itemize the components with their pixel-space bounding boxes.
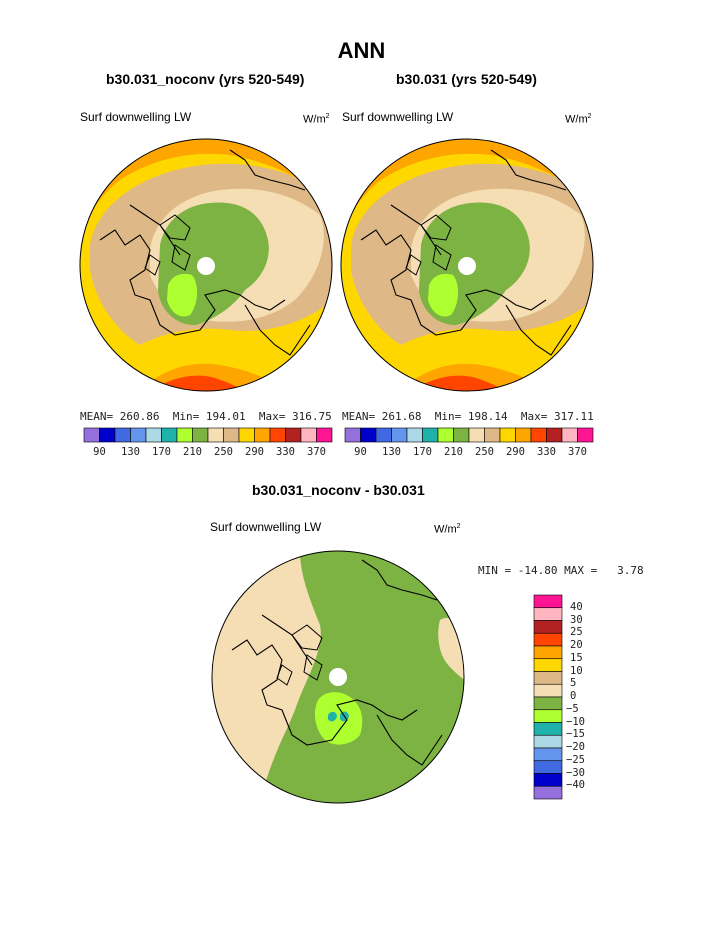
panel1-field-lightgreen <box>167 273 198 317</box>
colorbar-tick-label: 290 <box>506 446 525 458</box>
colorbar-tick-label: −20 <box>566 741 585 753</box>
colorbar-cell <box>533 773 563 787</box>
panel2-stats: MEAN= 261.68 Min= 198.14 Max= 317.11 <box>342 410 594 423</box>
colorbar-cell <box>533 722 563 736</box>
panel2-colorbar <box>344 427 594 443</box>
colorbar-cell <box>533 709 563 723</box>
panel2-colorbar-ticks: 90 130 170 210 250 290 330 370 <box>345 444 593 458</box>
panel1-stats: MEAN= 260.86 Min= 194.01 Max= 316.75 <box>80 410 332 423</box>
colorbar-cell <box>533 658 563 672</box>
colorbar-tick-label: 10 <box>570 664 583 677</box>
panel3-subtitle: b30.031_noconv - b30.031 <box>252 482 425 498</box>
colorbar-tick-label: 130 <box>121 446 140 458</box>
panel1-colorbar <box>83 427 333 443</box>
panel3-stats: MIN = -14.80 MAX = 3.78 <box>478 564 644 577</box>
panel3-colorbar <box>533 594 563 800</box>
colorbar-cell <box>533 632 563 647</box>
colorbar-cell <box>316 427 333 443</box>
panel3-coast-1 <box>231 559 443 766</box>
panel3-field-wheat-west <box>212 551 321 803</box>
page-title: ANN <box>337 38 386 63</box>
colorbar-tick-label: 370 <box>307 446 326 458</box>
colorbar-cell <box>533 760 563 774</box>
colorbar-tick-label: 20 <box>570 639 583 651</box>
panel3-units: W/m2 <box>434 523 461 536</box>
panel3-coast-2 <box>276 624 323 686</box>
panel1-units: W/m2 <box>303 113 330 126</box>
panel1-field-orange-top <box>80 139 332 230</box>
panel2-field-orange-top <box>341 139 593 230</box>
colorbar-tick-label: 250 <box>475 446 494 458</box>
panel1-colorbar-ticks: 90 130 170 210 250 290 330 370 <box>84 444 332 458</box>
panel3-field-lightgreen <box>314 692 363 745</box>
panel1-coast-1 <box>99 149 311 356</box>
colorbar-tick-label: 130 <box>382 446 401 458</box>
colorbar-tick-label: 0 <box>570 690 577 702</box>
panel2-label: Surf downwelling LW <box>342 110 454 124</box>
panel2-units: W/m2 <box>565 113 592 126</box>
colorbar-cell <box>577 427 594 443</box>
panel2-pole-hole <box>458 257 476 275</box>
colorbar-cell <box>533 785 563 800</box>
colorbar-tick-label: 30 <box>570 613 583 626</box>
colorbar-tick-label: 90 <box>354 446 367 458</box>
panel1-pole-hole <box>197 257 215 275</box>
panel1-coast-2 <box>144 214 191 276</box>
panel2-subtitle: b30.031 (yrs 520-549) <box>396 71 537 87</box>
colorbar-tick-label: 290 <box>245 446 264 458</box>
panel2-coast-2 <box>405 214 452 276</box>
colorbar-tick-label: 170 <box>413 446 432 458</box>
colorbar-cell <box>533 696 563 711</box>
colorbar-cell <box>533 734 563 749</box>
panel3-map-border <box>211 550 465 804</box>
colorbar-tick-label: 25 <box>570 626 583 639</box>
panel3-colorbar-ticks: 40 30 25 20 15 10 5 0 −5 −10 −15 −20 −25 −30 −40 <box>566 595 606 799</box>
colorbar-tick-label: −10 <box>566 715 585 728</box>
colorbar-tick-label: 210 <box>183 446 202 458</box>
colorbar-cell <box>533 594 563 609</box>
colorbar-tick-label: 330 <box>276 446 295 458</box>
colorbar-tick-label: −25 <box>566 753 585 766</box>
panel1-map-border <box>79 138 333 392</box>
colorbar-cell <box>533 620 563 634</box>
panel3-field-teal-1 <box>328 711 337 722</box>
panel2-map-border <box>340 138 594 392</box>
colorbar-tick-label: 250 <box>214 446 233 458</box>
colorbar-tick-label: 90 <box>93 446 106 458</box>
panel1-subtitle: b30.031_noconv (yrs 520-549) <box>106 71 305 87</box>
panel2-coast-1 <box>360 149 572 356</box>
colorbar-tick-label: −30 <box>566 766 585 779</box>
colorbar-tick-label: 5 <box>570 677 577 690</box>
panel2-field-lightgreen <box>428 273 459 317</box>
colorbar-tick-label: 15 <box>570 651 583 664</box>
colorbar-tick-label: −5 <box>566 702 579 715</box>
colorbar-tick-label: 40 <box>570 600 583 613</box>
colorbar-tick-label: 330 <box>537 446 556 458</box>
colorbar-cell <box>533 607 563 621</box>
panel1-label: Surf downwelling LW <box>80 110 192 124</box>
colorbar-tick-label: −40 <box>566 779 585 792</box>
colorbar-tick-label: 210 <box>444 446 463 458</box>
colorbar-tick-label: −15 <box>566 728 585 741</box>
colorbar-cell <box>533 683 563 698</box>
colorbar-cell <box>533 645 563 660</box>
panel3-label: Surf downwelling LW <box>210 520 322 534</box>
panel3-pole-hole <box>329 668 347 686</box>
colorbar-tick-label: 170 <box>152 446 171 458</box>
colorbar-cell <box>533 671 563 685</box>
colorbar-tick-label: 370 <box>568 446 587 458</box>
colorbar-cell <box>533 747 563 762</box>
